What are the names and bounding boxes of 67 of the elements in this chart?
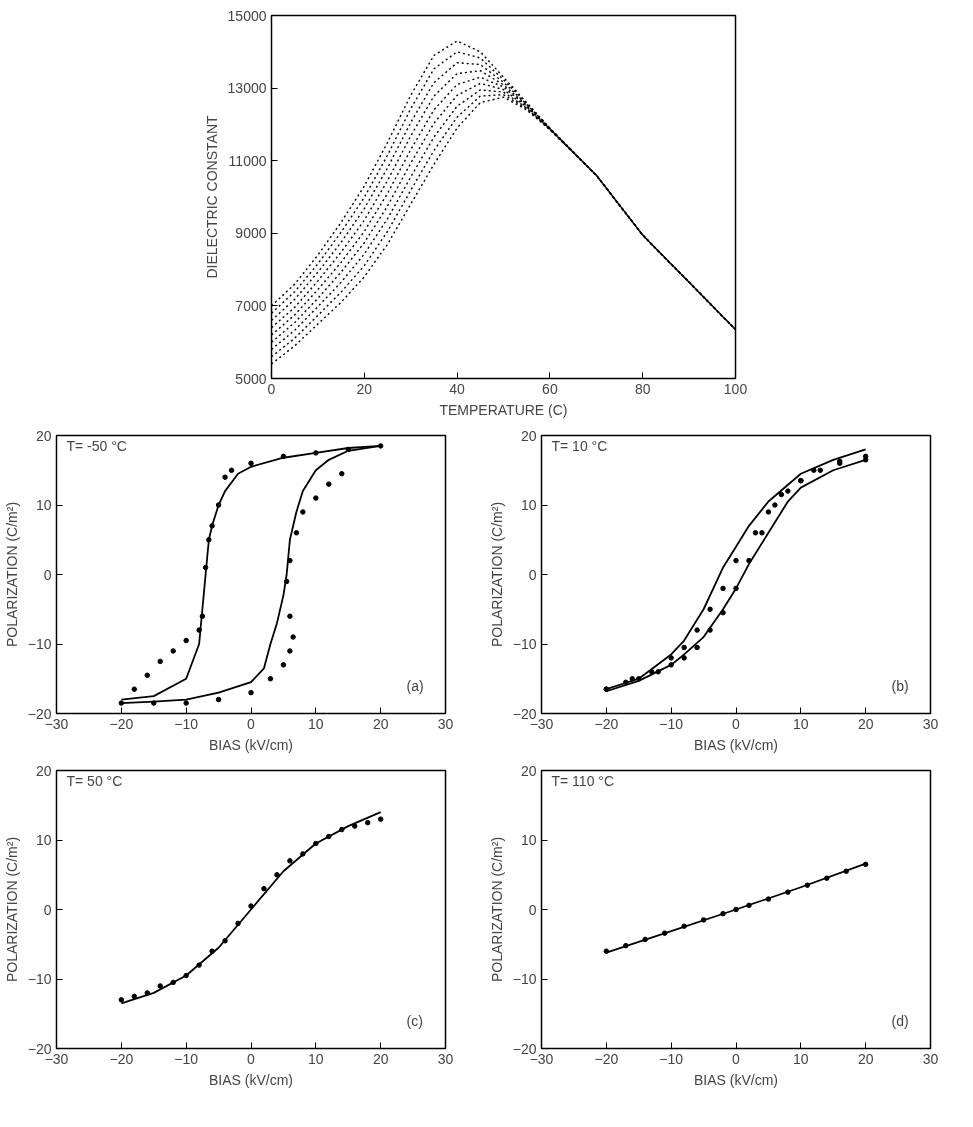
y-tick-label: 0: [528, 901, 537, 918]
x-tick-label: 30: [922, 715, 939, 732]
y-tick-label: 10: [520, 832, 537, 848]
y-tick-label: 20: [35, 762, 52, 779]
y-tick-label: −10: [27, 636, 52, 652]
x-tick-label: 0: [732, 715, 741, 732]
y-tick-label: 15000: [227, 7, 267, 24]
x-tick-label: −10: [174, 1050, 199, 1067]
x-axis-title: BIAS (kV/cm): [694, 736, 779, 753]
x-tick-label: 10: [793, 715, 809, 732]
annotation: (c): [406, 1012, 423, 1029]
x-tick-label: 30: [922, 1050, 939, 1067]
x-tick-label: 100: [723, 380, 748, 397]
x-tick-label: 0: [732, 1050, 741, 1067]
y-tick-label: −10: [512, 636, 537, 652]
y-tick-label: 7000: [235, 297, 267, 314]
x-tick-label: −10: [174, 715, 199, 732]
y-tick-label: 10: [35, 497, 52, 513]
y-tick-label: 10: [35, 832, 52, 848]
y-axis-title: POLARIZATION (C/m²): [488, 836, 505, 983]
annotation: T= 110 °C: [551, 772, 615, 789]
x-axis-title: BIAS (kV/cm): [209, 736, 294, 753]
x-tick-label: −20: [594, 1050, 619, 1067]
x-tick-label: −20: [594, 715, 619, 732]
y-axis-title: DIELECTRIC CONSTANT: [203, 115, 220, 279]
x-tick-label: −20: [109, 715, 134, 732]
x-tick-label: 20: [372, 1050, 389, 1067]
x-tick-label: −10: [659, 715, 684, 732]
y-tick-label: 10: [520, 497, 537, 513]
x-tick-label: 20: [857, 715, 874, 732]
y-axis-title: POLARIZATION (C/m²): [3, 501, 20, 648]
x-tick-label: 10: [793, 1050, 809, 1067]
y-axis-title: POLARIZATION (C/m²): [488, 501, 505, 648]
y-tick-label: 9000: [235, 225, 267, 242]
x-axis-title: BIAS (kV/cm): [694, 1071, 779, 1088]
y-tick-label: 20: [520, 762, 537, 779]
x-tick-label: −20: [109, 1050, 134, 1067]
y-tick-label: 5000: [235, 370, 267, 387]
annotation: (d): [891, 1012, 909, 1029]
y-tick-label: 0: [528, 566, 537, 583]
y-tick-label: −10: [512, 971, 537, 987]
y-tick-label: 20: [35, 427, 52, 444]
x-tick-label: −10: [659, 1050, 684, 1067]
y-tick-label: 13000: [227, 80, 267, 97]
y-tick-label: 11000: [228, 152, 267, 169]
annotation: (b): [891, 677, 909, 694]
x-tick-label: 10: [308, 715, 324, 732]
x-tick-label: 20: [372, 715, 389, 732]
x-axis-title: TEMPERATURE (C): [439, 401, 568, 418]
y-tick-label: −10: [27, 971, 52, 987]
x-tick-label: 20: [857, 1050, 874, 1067]
y-tick-label: 20: [520, 427, 537, 444]
annotation: T= -50 °C: [66, 437, 127, 454]
x-tick-label: 30: [437, 1050, 454, 1067]
x-tick-label: 10: [308, 1050, 324, 1067]
y-tick-label: 0: [43, 901, 52, 918]
annotation: T= 10 °C: [551, 437, 608, 454]
x-tick-label: 20: [356, 380, 373, 397]
annotation: (a): [406, 677, 424, 694]
annotation: T= 50 °C: [66, 772, 123, 789]
x-tick-label: 80: [634, 380, 651, 397]
x-tick-label: 30: [437, 715, 454, 732]
x-tick-label: 40: [449, 380, 466, 397]
y-axis-title: POLARIZATION (C/m²): [3, 836, 20, 983]
y-tick-label: 0: [43, 566, 52, 583]
x-axis-title: BIAS (kV/cm): [209, 1071, 294, 1088]
x-tick-label: 60: [542, 380, 558, 397]
